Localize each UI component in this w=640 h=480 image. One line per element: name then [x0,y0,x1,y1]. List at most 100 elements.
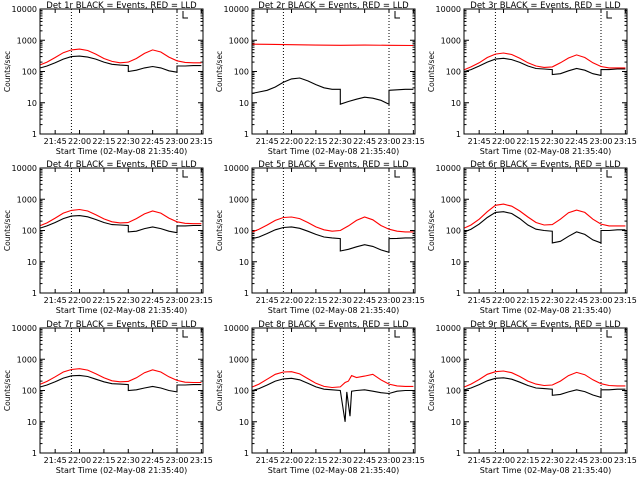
bracket-marker [394,170,401,178]
detector-panel-4: 21:45 22:00 22:15 22:30 22:45 23:00 23:15 1 10 10… [3,160,213,315]
y-tick-label: 1000 [441,36,461,45]
detector-panel-7: 21:45 22:00 22:15 22:30 22:45 23:00 23:15 1 10 10… [3,320,213,475]
y-tick-label: 10 [451,418,461,427]
x-tick-label: 23:15 [614,296,637,305]
series-line-lld [252,371,414,389]
y-tick-label: 10000 [12,324,37,333]
y-tick-label: 10000 [224,324,249,333]
y-tick-label: 10000 [436,164,461,173]
y-tick-label: 1 [456,289,461,298]
y-tick-label: 1 [32,449,37,458]
y-axis-label: Counts/sec [215,370,224,411]
x-tick-label: 22:00 [492,137,515,146]
x-tick-label: 22:45 [353,456,376,465]
x-tick-label: 23:00 [165,137,188,146]
y-tick-label: 100 [234,227,249,236]
series-line-lld [40,48,202,66]
x-tick-label: 22:00 [280,456,303,465]
y-axis-label: Counts/sec [3,210,12,251]
x-tick-label: 22:45 [353,296,376,305]
x-tick-label: 21:45 [256,137,279,146]
x-tick-label: 22:15 [92,137,115,146]
x-tick-label: 22:15 [516,137,539,146]
chart-title: Det 9r BLACK = Events, RED = LLD [470,320,621,330]
y-axis-label: Counts/sec [215,210,224,251]
x-tick-label: 23:00 [377,296,400,305]
series-line-events [40,215,202,234]
x-tick-label: 22:45 [141,137,164,146]
series-line-events [464,377,626,399]
x-tick-label: 22:30 [117,456,140,465]
y-tick-label: 10000 [12,164,37,173]
x-tick-label: 22:00 [280,137,303,146]
x-tick-label: 22:00 [68,296,91,305]
y-axis-label: Counts/sec [427,210,436,251]
series-line-events [40,55,202,73]
y-tick-label: 10 [239,418,249,427]
y-tick-label: 10000 [436,324,461,333]
y-tick-label: 10000 [12,5,37,14]
x-tick-label: 22:30 [541,456,564,465]
x-tick-label: 22:45 [565,137,588,146]
x-tick-label: 22:30 [329,296,352,305]
x-axis-label: Start Time (02-May-08 21:35:40) [56,306,187,315]
chart-title: Det 4r BLACK = Events, RED = LLD [46,160,197,170]
x-tick-label: 22:15 [304,456,327,465]
x-tick-label: 22:30 [117,296,140,305]
y-axis-label: Counts/sec [3,51,12,92]
x-tick-label: 23:00 [589,456,612,465]
y-tick-label: 1 [456,130,461,139]
x-tick-label: 23:00 [377,456,400,465]
y-tick-label: 10 [451,99,461,108]
x-axis-label: Start Time (02-May-08 21:35:40) [480,466,611,475]
x-tick-label: 22:00 [492,296,515,305]
y-tick-label: 100 [446,227,461,236]
y-tick-label: 1 [32,289,37,298]
x-tick-label: 22:15 [304,137,327,146]
bracket-marker [182,330,189,338]
x-tick-label: 22:15 [92,456,115,465]
x-tick-label: 22:30 [541,296,564,305]
x-tick-label: 23:15 [402,456,425,465]
y-axis-label: Counts/sec [3,370,12,411]
x-tick-label: 21:45 [44,296,67,305]
x-tick-label: 23:15 [190,456,213,465]
bracket-marker [182,170,189,178]
y-tick-label: 10 [27,418,37,427]
y-tick-label: 100 [22,387,37,396]
x-tick-label: 22:45 [565,296,588,305]
x-tick-label: 22:30 [329,137,352,146]
y-axis-label: Counts/sec [215,51,224,92]
series-line-events [252,77,414,106]
detector-panel-3: 21:45 22:00 22:15 22:30 22:45 23:00 23:15 1 10 10… [427,1,637,156]
plot-frame [463,327,628,454]
x-axis-label: Start Time (02-May-08 21:35:40) [480,147,611,156]
x-tick-label: 22:15 [516,456,539,465]
plot-frame [251,8,416,135]
y-tick-label: 100 [446,68,461,77]
x-tick-label: 21:45 [468,137,491,146]
x-tick-label: 23:00 [165,296,188,305]
bracket-marker [182,11,189,19]
x-tick-label: 23:15 [190,296,213,305]
y-axis-label: Counts/sec [427,370,436,411]
series-line-events [252,377,414,422]
y-tick-label: 1 [32,130,37,139]
detector-panel-5: 21:45 22:00 22:15 22:30 22:45 23:00 23:15 1 10 10… [215,160,425,315]
y-tick-label: 10 [27,258,37,267]
series-line-lld [464,370,626,388]
x-axis-label: Start Time (02-May-08 21:35:40) [268,306,399,315]
y-tick-label: 1 [244,130,249,139]
y-axis-label: Counts/sec [427,51,436,92]
plot-frame [39,327,204,454]
plot-frame [39,167,204,294]
chart-title: Det 7r BLACK = Events, RED = LLD [46,320,197,330]
y-tick-label: 1 [244,449,249,458]
chart-title: Det 2r BLACK = Events, RED = LLD [258,1,409,11]
x-tick-label: 22:30 [329,456,352,465]
plot-frame [463,8,628,135]
x-tick-label: 21:45 [468,296,491,305]
x-axis-label: Start Time (02-May-08 21:35:40) [56,466,187,475]
y-tick-label: 10 [239,258,249,267]
y-tick-label: 100 [22,68,37,77]
